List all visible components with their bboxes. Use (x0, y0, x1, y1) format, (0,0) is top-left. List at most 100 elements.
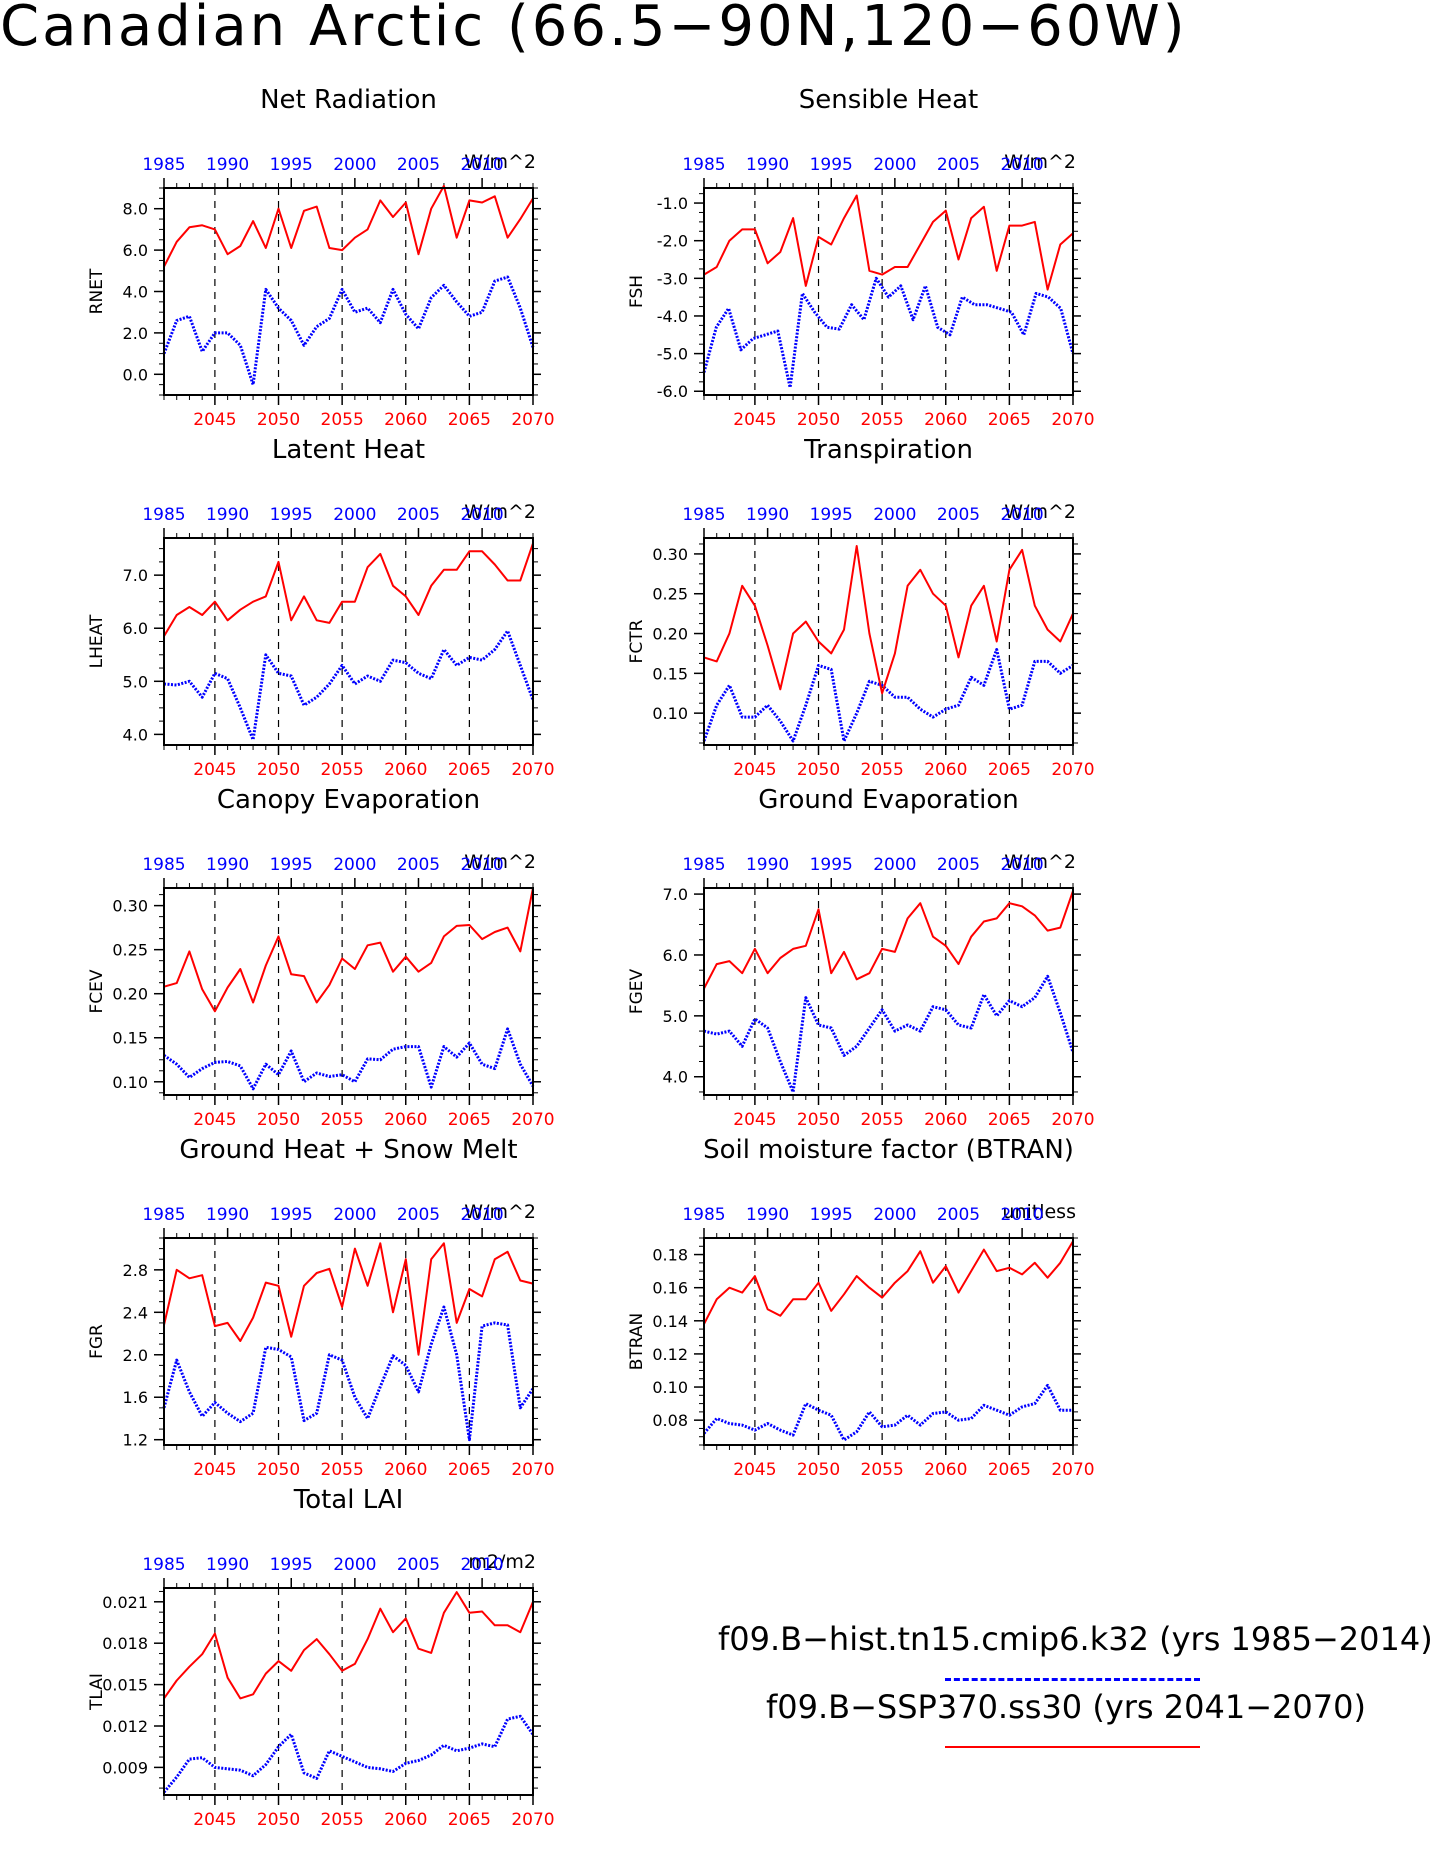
top-tick-label: 2005 (937, 505, 980, 525)
series-line-hist (702, 1383, 1073, 1442)
bottom-tick-label: 2065 (448, 1460, 491, 1480)
top-tick-label: 2010 (460, 1555, 503, 1575)
y-tick-label: 0.20 (652, 625, 688, 644)
bottom-tick-label: 2070 (511, 760, 554, 780)
y-tick-label: -2.0 (657, 232, 688, 251)
bottom-tick-label: 2060 (384, 760, 427, 780)
bottom-tick-label: 2060 (924, 1460, 967, 1480)
top-tick-label: 2005 (397, 1555, 440, 1575)
y-tick-label: 4.0 (123, 725, 148, 744)
y-tick-label: 0.10 (652, 1378, 688, 1397)
bottom-tick-label: 2065 (448, 1110, 491, 1130)
y-tick-label: 0.15 (652, 664, 688, 683)
plot-frame (703, 1237, 1074, 1446)
units-label: W/m^2 (1004, 151, 1076, 173)
y-tick-label: 0.12 (652, 1345, 688, 1364)
top-tick-label: 1995 (270, 505, 313, 525)
y-tick-label: 0.10 (112, 1073, 148, 1092)
y-tick-label: 6.0 (663, 946, 688, 965)
y-tick-label: 0.15 (112, 1029, 148, 1048)
top-tick-label: 2000 (873, 505, 916, 525)
legend-hist-label: f09.B−hist.tn15.cmip6.k32 (yrs 1985−2014… (718, 1620, 1433, 1658)
bottom-tick-label: 2060 (384, 1110, 427, 1130)
top-tick-label: 1990 (206, 1205, 249, 1225)
top-tick-label: 1990 (206, 855, 249, 875)
panel-title: Soil moisture factor (BTRAN) (703, 1135, 1074, 1165)
panel-title: Ground Heat + Snow Melt (179, 1135, 517, 1165)
y-tick-label: 0.021 (102, 1593, 148, 1612)
top-tick-label: 1990 (746, 155, 789, 175)
units-label: m2/m2 (468, 1551, 536, 1573)
y-tick-label: 0.16 (652, 1279, 688, 1298)
top-tick-label: 1985 (142, 1555, 185, 1575)
top-tick-label: 2010 (1000, 1205, 1043, 1225)
bottom-tick-label: 2045 (193, 1460, 236, 1480)
y-tick-label: 2.0 (123, 324, 148, 343)
plot-frame (703, 887, 1074, 1096)
series-line-hist (162, 275, 535, 387)
plot-frame (163, 1587, 534, 1796)
top-tick-label: 1985 (142, 155, 185, 175)
y-tick-label: 6.0 (123, 241, 148, 260)
bottom-tick-label: 2055 (861, 1460, 904, 1480)
bottom-tick-label: 2060 (384, 410, 427, 430)
series-line-ssp (703, 890, 1074, 989)
y-tick-label: 0.30 (652, 545, 688, 564)
top-tick-label: 1985 (682, 1205, 725, 1225)
series-line-hist (162, 1305, 535, 1442)
top-tick-label: 2010 (460, 505, 503, 525)
units-label: W/m^2 (1004, 851, 1076, 873)
panel-title: Sensible Heat (799, 85, 978, 115)
panel-title: Ground Evaporation (758, 785, 1018, 815)
series-line-hist (163, 629, 535, 742)
top-tick-label: 1995 (810, 1205, 853, 1225)
panel-title: Canopy Evaporation (217, 785, 480, 815)
y-axis-label: FGEV (627, 968, 647, 1014)
series-line-ssp (163, 887, 534, 1013)
y-tick-label: -4.0 (657, 307, 688, 326)
bottom-tick-label: 2055 (861, 410, 904, 430)
series-line-ssp (163, 1591, 534, 1700)
top-tick-label: 1985 (682, 855, 725, 875)
y-tick-label: 5.0 (123, 672, 148, 691)
bottom-tick-label: 2045 (733, 1110, 776, 1130)
top-tick-label: 2010 (1000, 855, 1043, 875)
bottom-tick-label: 2065 (448, 760, 491, 780)
bottom-tick-label: 2050 (257, 760, 300, 780)
panel-rnet: Net Radiation W/m^2 RNET 2045 2050 2055 2060 20… (87, 85, 555, 430)
y-axis-label: LHEAT (87, 614, 107, 668)
y-tick-label: 0.20 (112, 985, 148, 1004)
bottom-tick-label: 2070 (511, 1810, 554, 1830)
bottom-tick-label: 2060 (924, 410, 967, 430)
bottom-tick-label: 2055 (321, 1110, 364, 1130)
panel-title: Transpiration (803, 435, 973, 465)
panel-fsh: Sensible Heat W/m^2 FSH 2045 2050 2055 2060 206… (627, 85, 1095, 430)
y-axis-label: TLAI (87, 1673, 107, 1711)
bottom-tick-label: 2050 (797, 760, 840, 780)
top-tick-label: 2000 (333, 1205, 376, 1225)
bottom-tick-label: 2070 (511, 410, 554, 430)
top-tick-label: 2005 (937, 1205, 980, 1225)
y-tick-label: 4.0 (663, 1068, 688, 1087)
bottom-tick-label: 2050 (257, 410, 300, 430)
panel-fcev: Canopy Evaporation W/m^2 FCEV 2045 2050 2055 2… (87, 785, 555, 1130)
top-tick-label: 1985 (682, 505, 725, 525)
y-tick-label: 0.015 (102, 1676, 148, 1695)
y-tick-label: 7.0 (123, 566, 148, 585)
top-tick-label: 2010 (460, 855, 503, 875)
bottom-tick-label: 2050 (257, 1110, 300, 1130)
bottom-tick-label: 2045 (193, 410, 236, 430)
plot-frame (163, 1237, 534, 1446)
legend-hist-line (945, 1678, 1200, 1681)
bottom-tick-label: 2070 (1051, 1110, 1094, 1130)
top-tick-label: 2005 (397, 855, 440, 875)
bottom-tick-label: 2045 (733, 1460, 776, 1480)
units-label: unitless (1002, 1201, 1076, 1223)
y-tick-label: -6.0 (657, 382, 688, 401)
y-tick-label: 1.2 (123, 1431, 148, 1450)
bottom-tick-label: 2065 (988, 1460, 1031, 1480)
bottom-tick-label: 2055 (861, 760, 904, 780)
top-tick-label: 2000 (333, 855, 376, 875)
top-tick-label: 2000 (333, 1555, 376, 1575)
units-label: W/m^2 (464, 501, 536, 523)
